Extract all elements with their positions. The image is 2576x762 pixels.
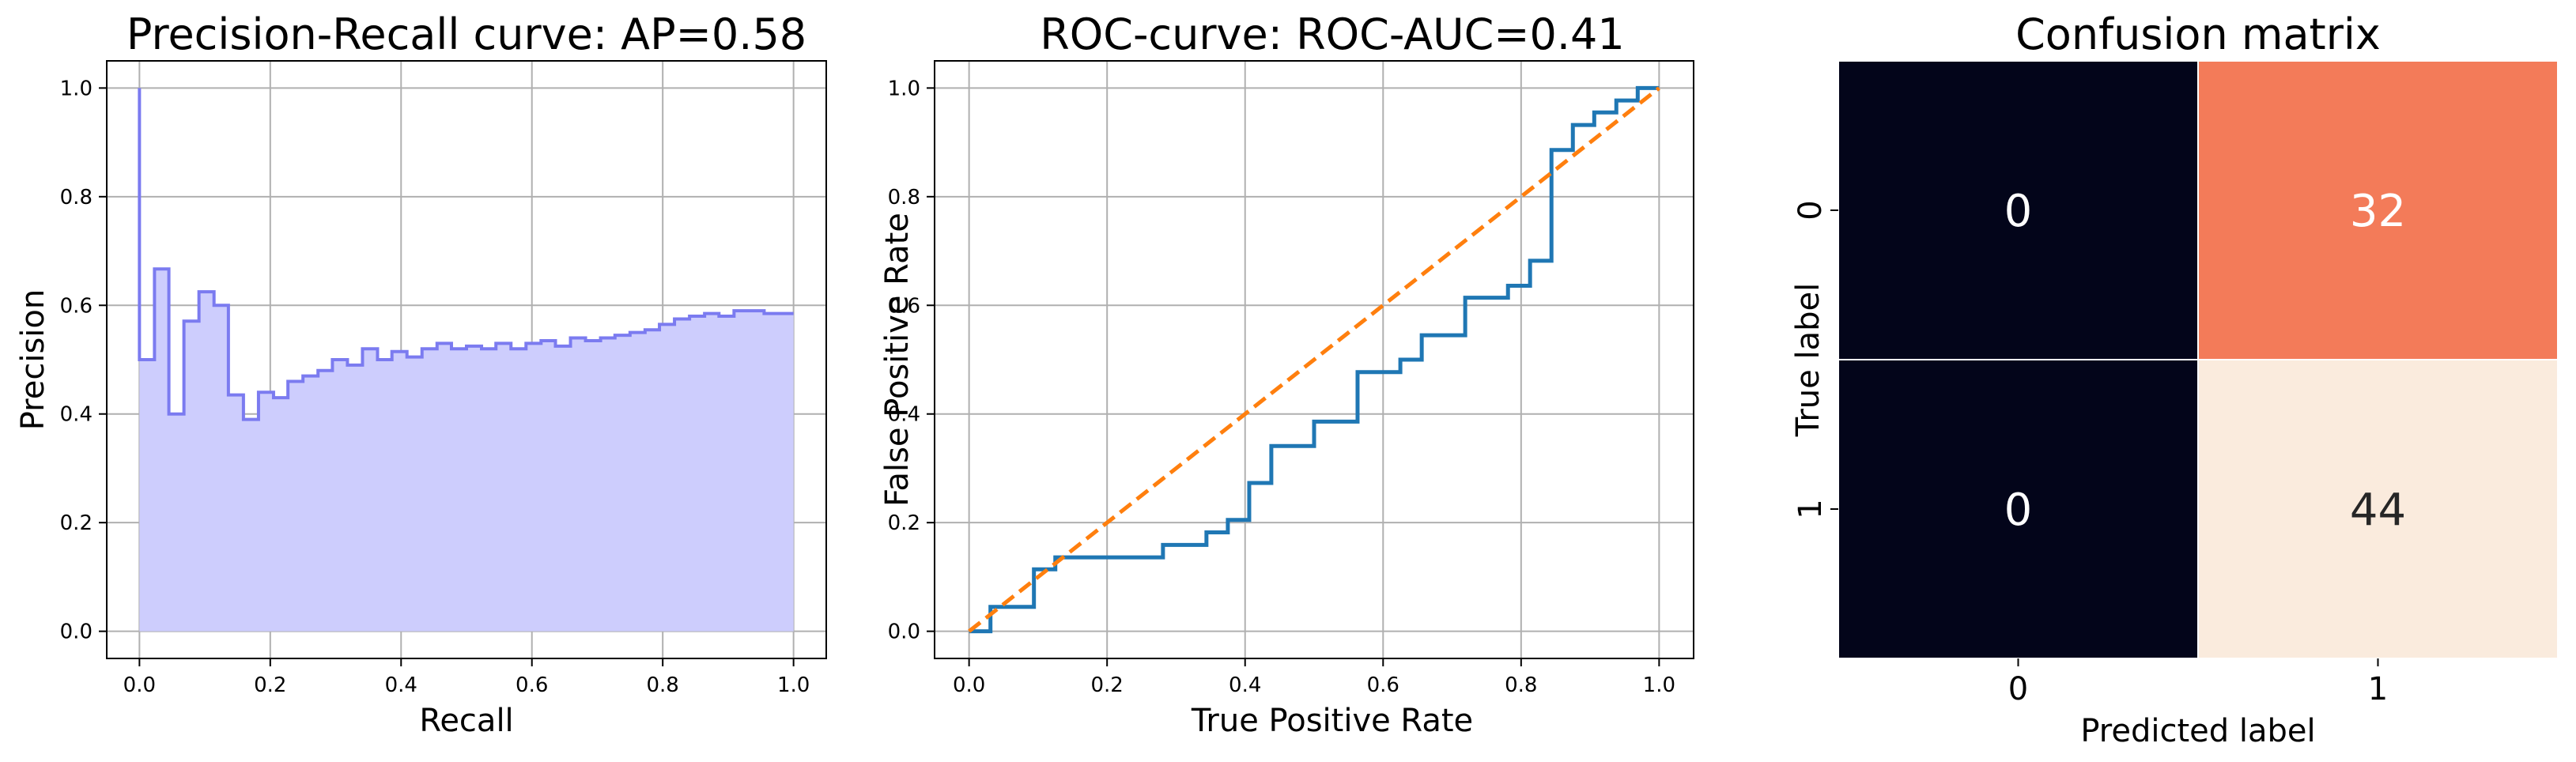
- roc-curve-line: [969, 85, 1660, 634]
- roc-ytick-label-3: 0.6: [888, 294, 920, 318]
- roc-ytick-label-2: 0.4: [888, 403, 920, 427]
- pr-xtick-label-1: 0.2: [254, 673, 286, 697]
- pr-xtick-label-3: 0.6: [516, 673, 548, 697]
- cm-title: Confusion matrix: [2015, 9, 2381, 59]
- roc-title: ROC-curve: ROC-AUC=0.41: [1040, 9, 1625, 59]
- pr-ytick-label-1: 0.2: [60, 511, 93, 535]
- cm-ytick-label-0: 0: [1792, 200, 1829, 220]
- roc-diagonal-line: [968, 86, 1660, 633]
- roc-xtick-label-1: 0.2: [1091, 673, 1124, 697]
- cm-ticks: 0 1 0 1: [1792, 200, 2388, 707]
- roc-y-ticks: 0.0 0.2 0.4 0.6 0.8 1.0: [888, 77, 935, 644]
- roc-xtick-label-3: 0.6: [1367, 673, 1399, 697]
- pr-area-fill: [139, 88, 794, 632]
- roc-panel: ROC-curve: ROC-AUC=0.41 0.0 0.2 0.4 0.6 0.8 1…: [879, 9, 1694, 739]
- pr-xtick-label-4: 0.8: [647, 673, 679, 697]
- pr-ytick-label-3: 0.6: [60, 294, 93, 318]
- roc-xtick-label-2: 0.4: [1229, 673, 1261, 697]
- pr-plot-area: [138, 88, 794, 632]
- roc-ytick-label-0: 0.0: [888, 621, 920, 644]
- cm-cells: 0 32 0 44: [1838, 60, 2559, 659]
- cm-cell-1-1: [2197, 359, 2559, 659]
- pr-y-ticks: 0.0 0.2 0.4 0.6 0.8 1.0: [60, 77, 107, 644]
- pr-xtick-label-2: 0.4: [385, 673, 417, 697]
- pr-ytick-label-5: 1.0: [60, 77, 93, 100]
- cm-cell-0-0: [1838, 60, 2199, 360]
- pr-xtick-label-0: 0.0: [123, 673, 156, 697]
- cm-cell-value-1-1: 44: [2350, 485, 2406, 536]
- cm-cell-value-0-0: 0: [2004, 186, 2033, 237]
- pr-y-axis-label: Precision: [15, 289, 51, 430]
- roc-y-axis-label: False Positive Rate: [879, 213, 916, 507]
- roc-plot-area: [968, 85, 1660, 634]
- cm-cell-value-1-0: 0: [2004, 485, 2033, 536]
- cm-cell-0-1: [2197, 60, 2559, 360]
- pr-ytick-label-2: 0.4: [60, 403, 93, 427]
- roc-ytick-label-4: 0.8: [888, 186, 920, 209]
- cm-ytick-label-1: 1: [1792, 499, 1829, 519]
- roc-x-axis-label: True Positive Rate: [1191, 703, 1473, 739]
- confusion-matrix-panel: Confusion matrix 0 32 0 44 0 1 0 1 Predicted l…: [1790, 9, 2559, 749]
- roc-axes-frame: [934, 60, 1694, 659]
- roc-ytick-label-5: 1.0: [888, 77, 920, 100]
- roc-xtick-label-4: 0.8: [1505, 673, 1537, 697]
- pr-title: Precision-Recall curve: AP=0.58: [127, 9, 806, 59]
- pr-axes-frame: [106, 60, 827, 659]
- pr-x-axis-label: Recall: [419, 703, 513, 739]
- cm-y-axis-label: True label: [1790, 283, 1826, 437]
- pr-ytick-label-0: 0.0: [60, 621, 93, 644]
- pr-curve-line: [138, 88, 794, 421]
- pr-ytick-label-4: 0.8: [60, 186, 93, 209]
- cm-xtick-label-0: 0: [2008, 671, 2028, 707]
- pr-xtick-label-5: 1.0: [777, 673, 810, 697]
- cm-cell-value-0-1: 32: [2350, 186, 2406, 237]
- roc-x-ticks: 0.0 0.2 0.4 0.6 0.8 1.0: [953, 658, 1675, 697]
- roc-xtick-label-0: 0.0: [953, 673, 985, 697]
- roc-gridlines: [935, 61, 1694, 658]
- roc-ytick-label-1: 0.2: [888, 511, 920, 535]
- pr-x-ticks: 0.0 0.2 0.4 0.6 0.8 1.0: [123, 658, 810, 697]
- precision-recall-panel: Precision-Recall curve: AP=0.58 0.0 0.2 0.…: [15, 9, 827, 739]
- roc-xtick-label-5: 1.0: [1643, 673, 1675, 697]
- cm-xtick-label-1: 1: [2368, 671, 2388, 707]
- cm-x-axis-label: Predicted label: [2080, 713, 2315, 749]
